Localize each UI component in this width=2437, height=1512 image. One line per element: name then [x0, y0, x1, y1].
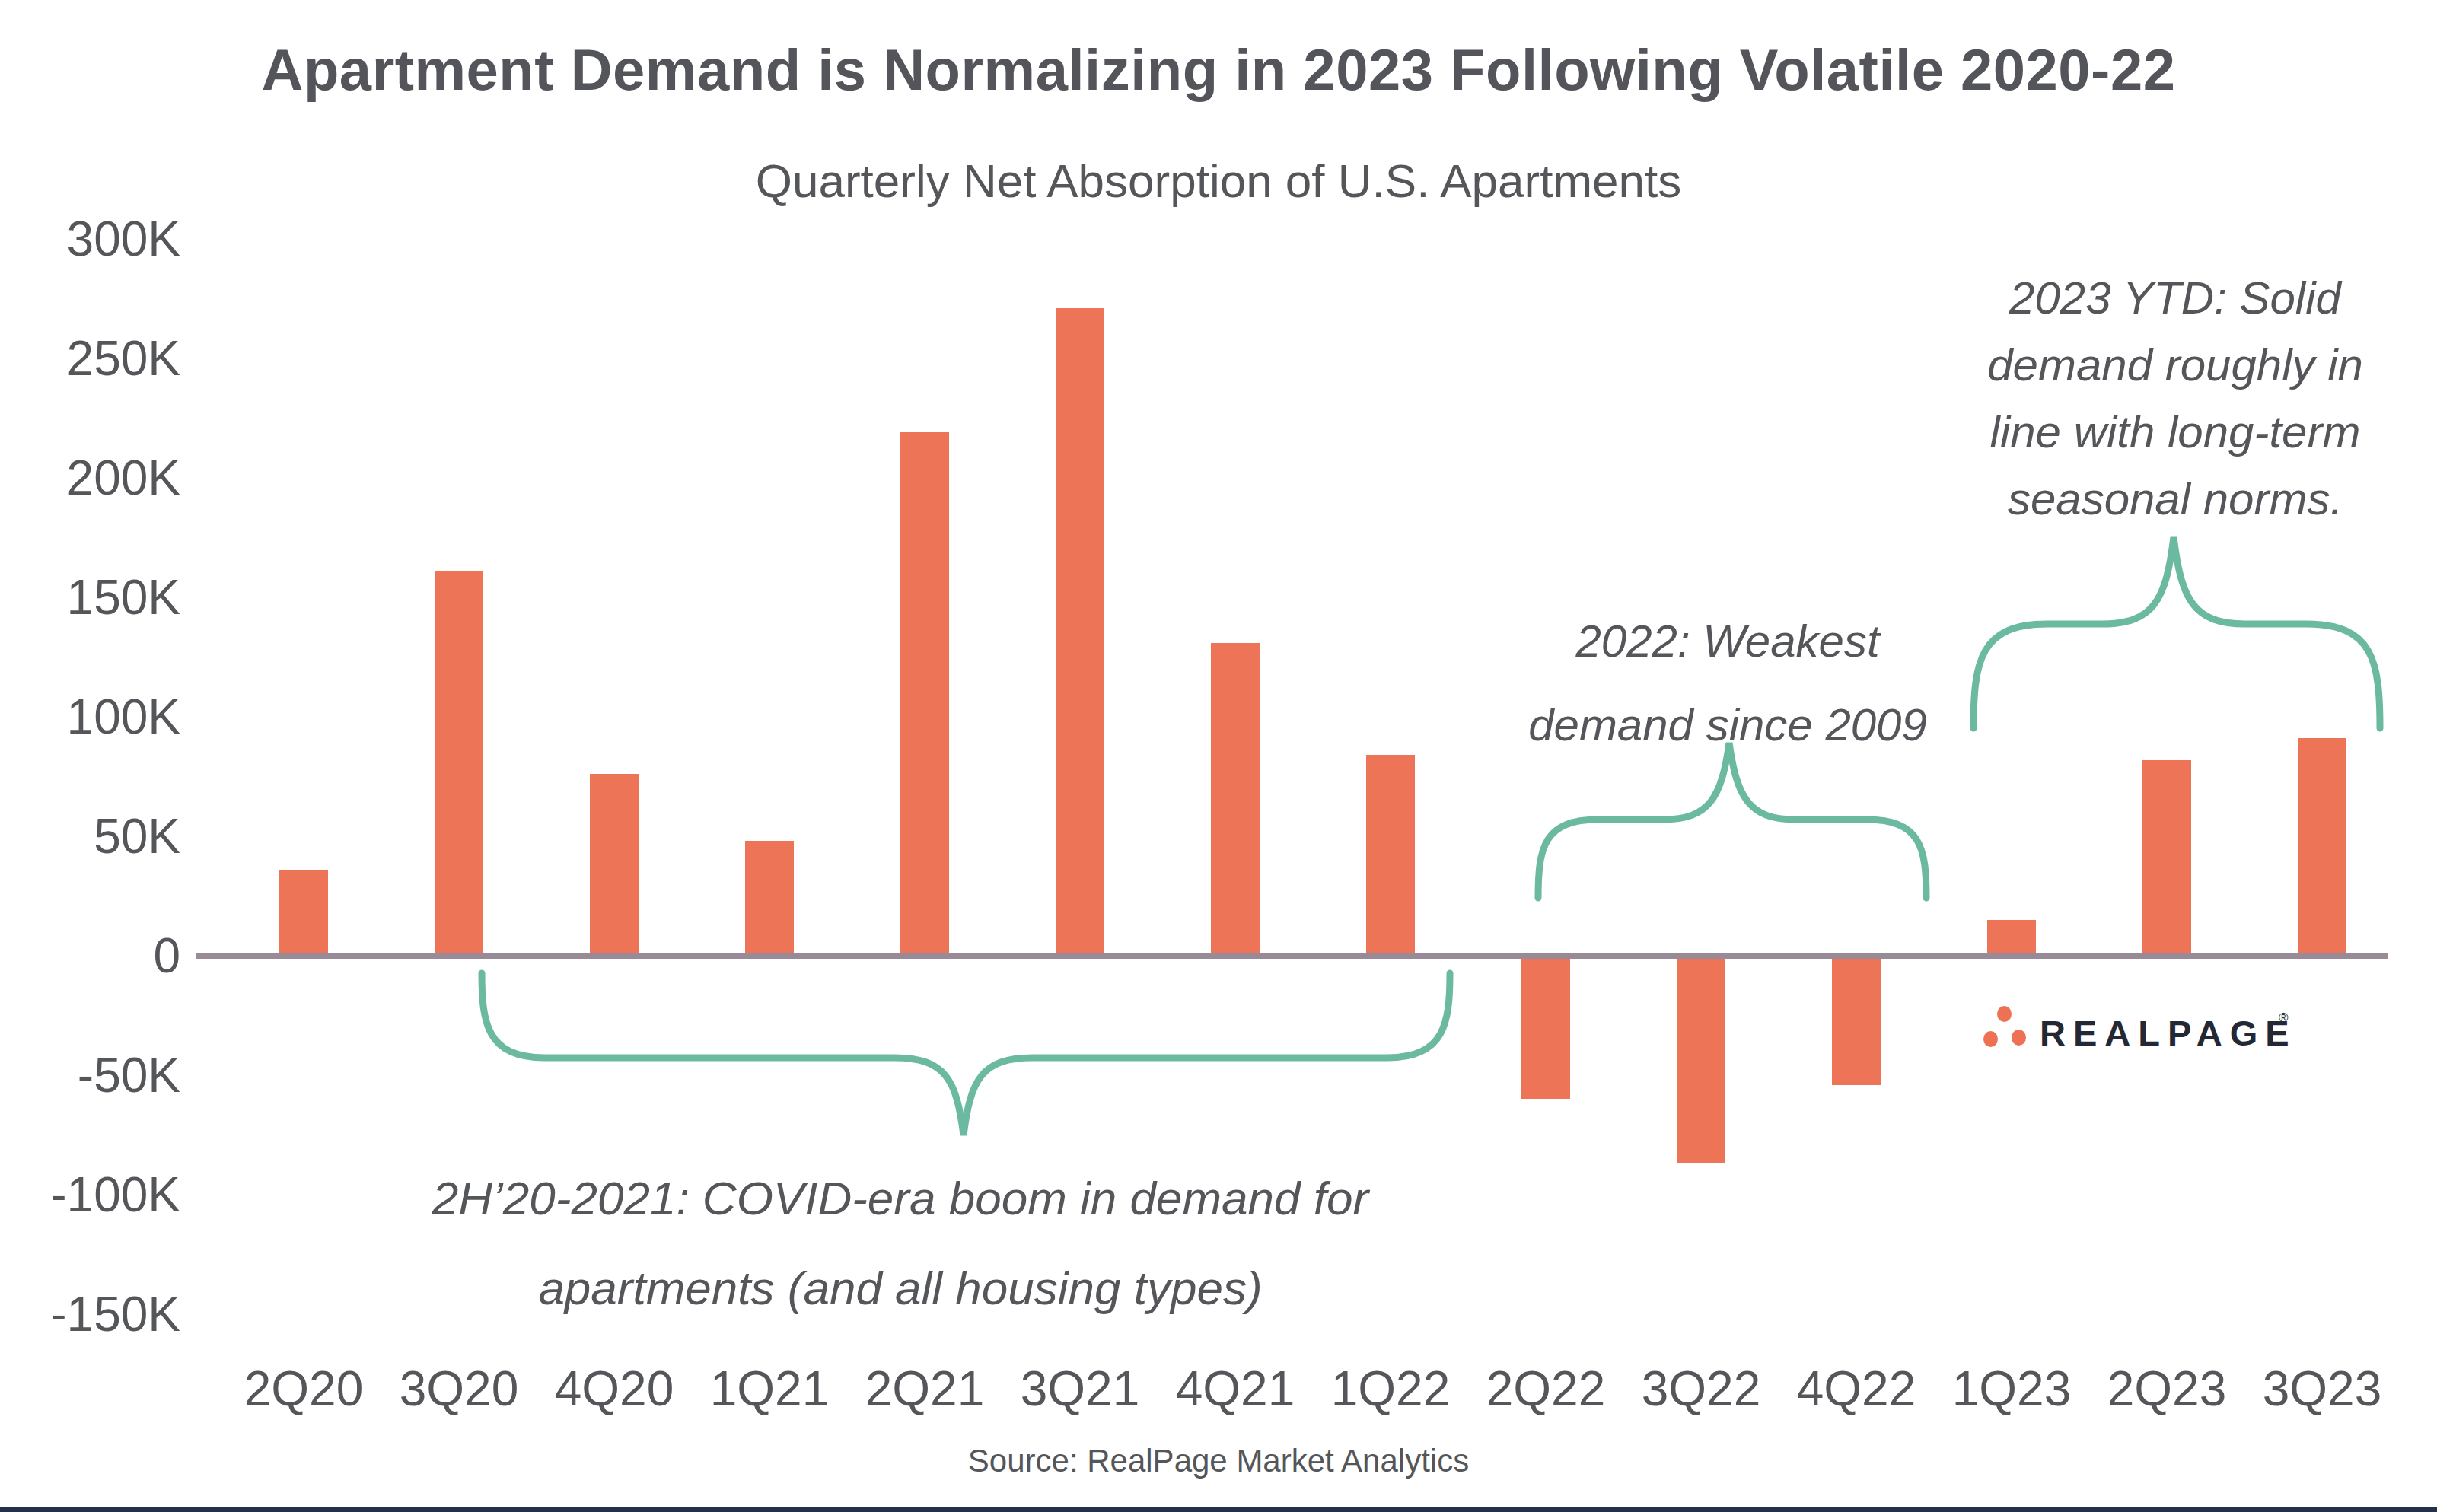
realpage-logo-dot-icon: [1997, 1006, 2012, 1022]
y-axis-label-50K: 50K: [0, 809, 180, 864]
annotation-2023-line1: 2023 YTD: Solid: [1947, 265, 2404, 332]
bar-3Q21: [1056, 308, 1104, 956]
zero-axis-line: [196, 953, 2388, 959]
realpage-logo-dot-icon: [2012, 1030, 2026, 1046]
annotation-2022-line2: demand since 2009: [1499, 683, 1956, 767]
x-axis-label-2Q22: 2Q22: [1468, 1361, 1623, 1417]
bar-1Q23: [1987, 920, 2036, 956]
brace-2023: [1973, 537, 2380, 728]
y-axis-label--100K: -100K: [0, 1167, 180, 1222]
bar-3Q20: [435, 571, 483, 956]
bar-4Q21: [1211, 643, 1260, 956]
x-axis-label-3Q22: 3Q22: [1623, 1361, 1779, 1417]
bar-2Q21: [900, 432, 949, 956]
annotation-2023-line4: seasonal norms.: [1947, 466, 2404, 533]
bar-1Q22: [1366, 755, 1415, 956]
annotation-2022-weakest: 2022: Weakest demand since 2009: [1499, 600, 1956, 767]
bar-4Q22: [1832, 956, 1881, 1085]
annotation-covid-boom: 2H’20-2021: COVID-era boom in demand for…: [291, 1154, 1509, 1333]
covid-brace: [482, 973, 1450, 1135]
annotation-2022-line1: 2022: Weakest: [1499, 600, 1956, 683]
x-axis-label-4Q21: 4Q21: [1158, 1361, 1313, 1417]
y-axis-label-0: 0: [0, 928, 180, 983]
x-axis-label-1Q21: 1Q21: [692, 1361, 847, 1417]
chart-canvas: Apartment Demand is Normalizing in 2023 …: [0, 0, 2437, 1512]
annotation-2023-line2: demand roughly in: [1947, 332, 2404, 399]
registered-trademark-icon: ®: [2279, 1011, 2289, 1026]
x-axis-label-2Q23: 2Q23: [2089, 1361, 2244, 1417]
x-axis-label-3Q20: 3Q20: [381, 1361, 537, 1417]
y-axis-label-100K: 100K: [0, 689, 180, 744]
annotation-covid-line2: apartments (and all housing types): [291, 1243, 1509, 1333]
y-axis-label-300K: 300K: [0, 212, 180, 266]
bar-3Q22: [1677, 956, 1725, 1163]
plot-area: 2H’20-2021: COVID-era boom in demand for…: [0, 0, 2437, 1512]
realpage-logo-dot-icon: [1983, 1031, 1998, 1047]
y-axis-label--150K: -150K: [0, 1287, 180, 1342]
bar-4Q20: [590, 774, 639, 956]
x-axis-label-4Q22: 4Q22: [1779, 1361, 1934, 1417]
y-axis-label--50K: -50K: [0, 1048, 180, 1103]
y-axis-label-150K: 150K: [0, 570, 180, 625]
realpage-logo: REALPAGE ®: [1979, 989, 2314, 1073]
x-axis-label-2Q21: 2Q21: [847, 1361, 1002, 1417]
x-axis-label-3Q21: 3Q21: [1002, 1361, 1158, 1417]
x-axis-label-4Q20: 4Q20: [537, 1361, 692, 1417]
bottom-accent-strip: [0, 1507, 2437, 1512]
bar-2Q20: [279, 870, 328, 956]
bar-1Q21: [745, 841, 794, 956]
annotation-2023-line3: line with long-term: [1947, 399, 2404, 466]
bar-2Q22: [1521, 956, 1570, 1099]
x-axis-label-2Q20: 2Q20: [226, 1361, 381, 1417]
realpage-wordmark: REALPAGE: [2040, 1012, 2297, 1054]
source-note: Source: RealPage Market Analytics: [0, 1443, 2437, 1479]
x-axis-label-3Q23: 3Q23: [2244, 1361, 2400, 1417]
x-axis-label-1Q22: 1Q22: [1313, 1361, 1468, 1417]
y-axis-label-200K: 200K: [0, 450, 180, 505]
annotation-covid-line1: 2H’20-2021: COVID-era boom in demand for: [291, 1154, 1509, 1243]
y-axis-label-250K: 250K: [0, 331, 180, 386]
x-axis-label-1Q23: 1Q23: [1934, 1361, 2089, 1417]
annotation-2023-ytd: 2023 YTD: Solid demand roughly in line w…: [1947, 265, 2404, 533]
bar-2Q23: [2142, 760, 2191, 956]
bar-3Q23: [2298, 738, 2346, 956]
